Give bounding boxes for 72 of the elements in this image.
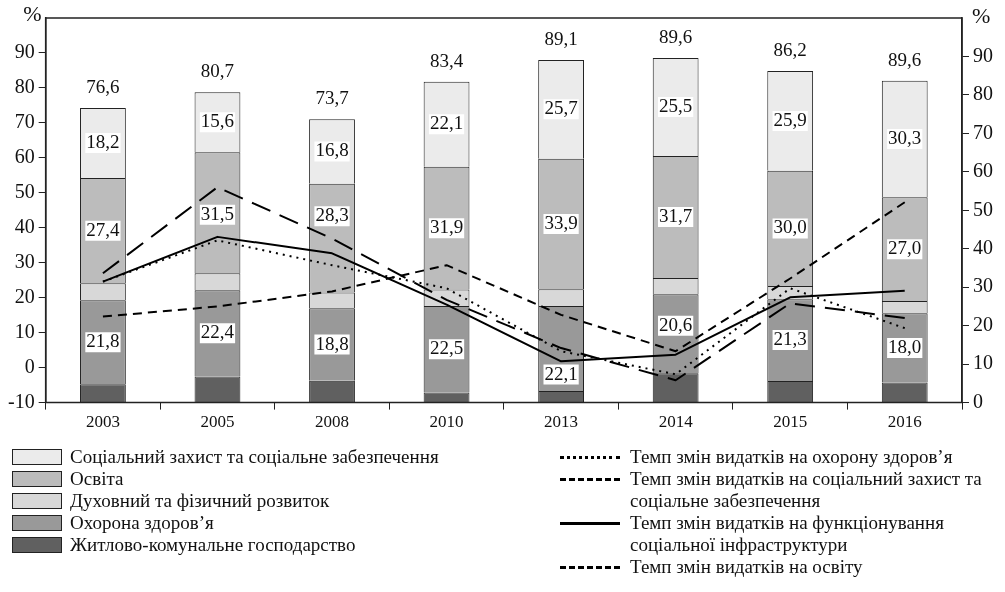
y-tick-label: 0 — [24, 354, 35, 377]
data-label: 21,3 — [773, 328, 807, 350]
x-tick-label: 2015 — [773, 412, 808, 432]
y2-tick-label: 40 — [973, 236, 993, 259]
legend-label: Соціальний захист та соціальне забезпечення — [70, 446, 439, 468]
data-label: 18,8 — [315, 332, 349, 354]
x-tick-label: 2013 — [544, 412, 579, 432]
y-tick-label: 70 — [14, 110, 35, 133]
data-label: 30,0 — [773, 216, 807, 238]
y-tick-label: 60 — [14, 145, 35, 168]
data-label: 27,0 — [888, 237, 922, 259]
y2-tick-label: 90 — [973, 43, 993, 66]
legend-label: Житлово-комунальне господарство — [70, 534, 356, 556]
data-label: 22,1 — [544, 362, 578, 384]
data-label: 22,5 — [429, 337, 464, 359]
y2-tick-label: 20 — [973, 312, 993, 335]
y2-tick-label: 10 — [973, 351, 993, 374]
data-label: 31,5 — [200, 202, 235, 224]
legend-label: Темп змін видатків на соціальний захист та соціальне забезпечення — [630, 468, 983, 512]
total-label: 86,2 — [773, 39, 807, 61]
y-tick-label: 50 — [14, 180, 35, 203]
y2-tick-label: 70 — [973, 120, 993, 143]
x-tick-label: 2010 — [429, 412, 464, 432]
data-label: 30,3 — [888, 126, 922, 148]
data-label: 22,1 — [429, 112, 464, 134]
legend-label: Охорона здоров’я — [70, 512, 214, 534]
data-label: 25,9 — [773, 108, 807, 130]
x-tick-label: 2003 — [85, 412, 120, 432]
data-label: 25,5 — [659, 95, 693, 117]
y-tick-label: 90 — [14, 40, 35, 63]
y-tick-label: 10 — [14, 319, 35, 342]
total-label: 83,4 — [429, 49, 464, 71]
total-label: 73,7 — [315, 87, 349, 109]
data-label: 27,4 — [86, 218, 121, 240]
y2-tick-label: 60 — [973, 159, 993, 182]
y2-tick-label: 80 — [973, 82, 993, 105]
data-label: 25,7 — [544, 97, 578, 119]
x-tick-label: 2008 — [315, 412, 350, 432]
y-tick-label: -10 — [7, 389, 35, 412]
y-tick-label: 40 — [14, 215, 35, 238]
y2-tick-label: 30 — [973, 274, 993, 297]
y2-tick-label: 0 — [973, 389, 983, 412]
data-label: 21,8 — [86, 330, 120, 352]
y-tick-label: 30 — [14, 250, 35, 272]
data-label: 31,9 — [429, 216, 464, 238]
legend-label: Темп змін видатків на охорону здоров’я — [630, 446, 953, 468]
data-label: 22,4 — [200, 321, 235, 343]
legend-label: Темп змін видатків на функціонування соціальної інфраструктури — [630, 512, 945, 556]
data-label: 15,6 — [200, 110, 235, 132]
data-label: 33,9 — [544, 211, 578, 233]
x-tick-label: 2016 — [887, 412, 922, 432]
total-label: 89,6 — [888, 48, 922, 70]
total-label: 76,6 — [86, 75, 120, 97]
legend-label: Освіта — [70, 468, 124, 490]
y-tick-label: 20 — [14, 284, 35, 307]
total-label: 89,1 — [544, 27, 578, 49]
y2-tick-label: 50 — [973, 197, 993, 220]
legend-label: Духовний та фізичний розвиток — [70, 490, 330, 512]
data-label: 31,7 — [659, 205, 693, 227]
data-label: 28,3 — [315, 204, 349, 226]
data-label: 16,8 — [315, 139, 349, 161]
data-label: 20,6 — [659, 313, 693, 335]
y2-axis-title: % — [972, 2, 991, 28]
y-tick-label: 80 — [14, 75, 35, 98]
data-label: 18,2 — [86, 130, 120, 152]
legend-label: Темп змін видатків на освіту — [630, 556, 863, 578]
total-label: 89,6 — [659, 25, 693, 47]
y-axis-title: % — [23, 0, 42, 26]
data-label: 18,0 — [888, 335, 922, 357]
x-tick-label: 2005 — [200, 412, 235, 432]
x-tick-label: 2014 — [658, 412, 694, 432]
total-label: 80,7 — [200, 60, 235, 82]
